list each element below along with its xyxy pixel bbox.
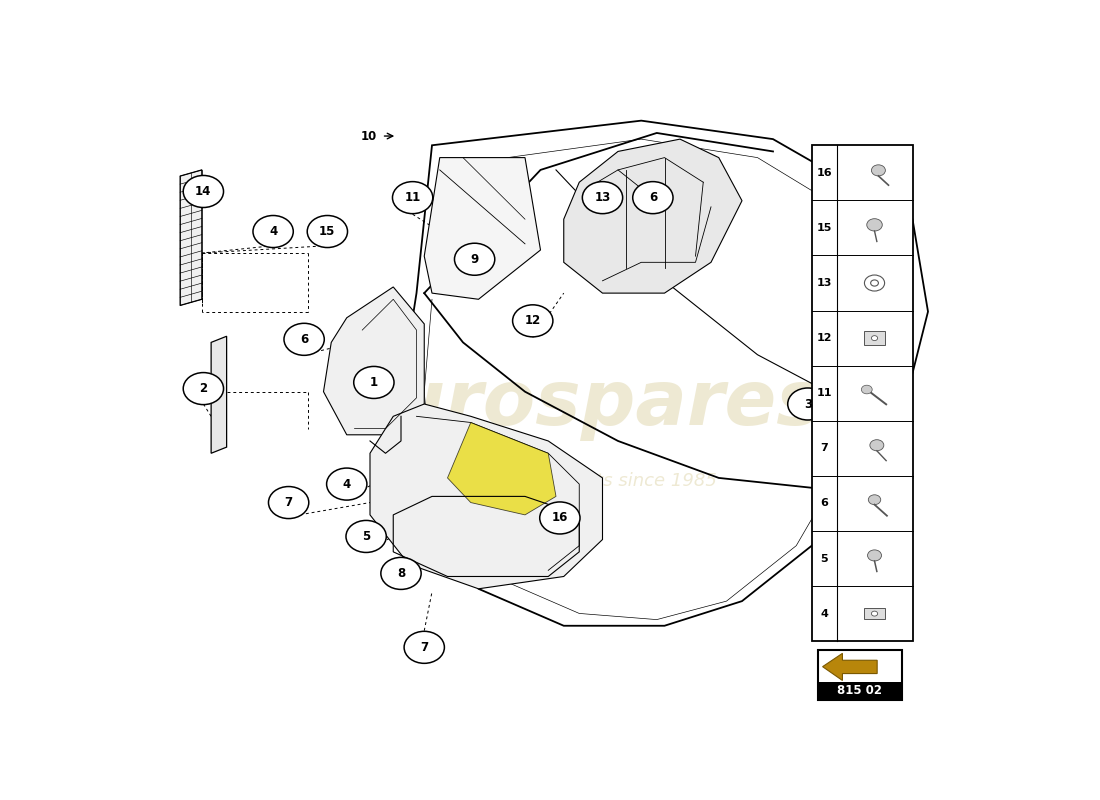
Circle shape (871, 336, 878, 341)
Text: 9: 9 (471, 253, 478, 266)
Circle shape (870, 440, 883, 450)
Circle shape (307, 215, 348, 247)
Text: 4: 4 (342, 478, 351, 490)
Circle shape (582, 182, 623, 214)
Circle shape (861, 386, 872, 394)
Text: 1: 1 (370, 376, 378, 389)
Text: 12: 12 (816, 333, 832, 343)
Circle shape (346, 521, 386, 553)
Polygon shape (818, 650, 902, 700)
Text: 14: 14 (195, 185, 211, 198)
Text: 7: 7 (420, 641, 428, 654)
Polygon shape (818, 682, 902, 700)
Text: 16: 16 (816, 168, 832, 178)
Polygon shape (370, 404, 603, 589)
Circle shape (540, 502, 580, 534)
Circle shape (404, 631, 444, 663)
Circle shape (184, 373, 223, 405)
Circle shape (327, 468, 367, 500)
Polygon shape (180, 170, 201, 306)
Text: 12: 12 (525, 314, 541, 327)
Polygon shape (448, 422, 556, 515)
Text: 6: 6 (649, 191, 657, 204)
Circle shape (381, 558, 421, 590)
Polygon shape (211, 336, 227, 454)
Text: 815 02: 815 02 (837, 684, 882, 698)
Text: a passion for parts since 1985: a passion for parts since 1985 (444, 472, 717, 490)
Text: 13: 13 (594, 191, 610, 204)
Circle shape (393, 182, 432, 214)
Text: 16: 16 (552, 511, 568, 525)
Text: 5: 5 (821, 554, 828, 563)
Text: 15: 15 (816, 223, 832, 233)
Polygon shape (812, 146, 913, 641)
Text: 8: 8 (397, 567, 405, 580)
Circle shape (868, 494, 881, 505)
Circle shape (284, 323, 324, 355)
Circle shape (513, 305, 553, 337)
Circle shape (868, 550, 881, 561)
Circle shape (871, 611, 878, 616)
Text: 7: 7 (821, 443, 828, 454)
Polygon shape (425, 158, 540, 299)
Polygon shape (563, 139, 743, 293)
Polygon shape (865, 331, 884, 345)
Circle shape (354, 366, 394, 398)
Text: 6: 6 (300, 333, 308, 346)
Polygon shape (823, 654, 877, 681)
Text: 3: 3 (804, 398, 812, 410)
Text: 11: 11 (816, 388, 832, 398)
Text: 13: 13 (816, 278, 832, 288)
Text: 7: 7 (285, 496, 293, 509)
Text: 4: 4 (270, 225, 277, 238)
Text: 15: 15 (319, 225, 336, 238)
Circle shape (454, 243, 495, 275)
Circle shape (632, 182, 673, 214)
Text: eurospares: eurospares (340, 367, 822, 441)
Text: 5: 5 (362, 530, 371, 543)
Polygon shape (323, 287, 425, 435)
Text: 6: 6 (821, 498, 828, 509)
Circle shape (788, 388, 828, 420)
Circle shape (253, 215, 294, 247)
Circle shape (268, 486, 309, 518)
Polygon shape (865, 608, 884, 619)
Text: 4: 4 (821, 609, 828, 618)
Circle shape (184, 175, 223, 207)
Text: 11: 11 (405, 191, 420, 204)
Circle shape (871, 165, 886, 176)
Circle shape (867, 218, 882, 231)
Text: 2: 2 (199, 382, 208, 395)
Text: 10: 10 (361, 130, 376, 142)
